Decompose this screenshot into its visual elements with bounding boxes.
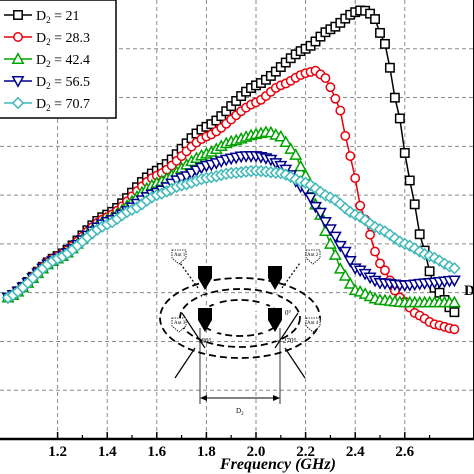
- antenna-label-3: Ant 3: [174, 321, 186, 326]
- angle-label-90: 90°: [202, 309, 212, 317]
- legend-entry-1: D2 = 21: [36, 9, 80, 25]
- legend: D2 = 21 D2 = 28.3 D2 = 42.4 D2 = 56.5 D2 = 7…: [0, 0, 117, 119]
- series-2-point: [375, 258, 385, 269]
- legend-marker-2: [13, 32, 23, 42]
- antenna-3-element: [198, 308, 212, 332]
- series-5-point: [339, 201, 352, 215]
- series-4-point: [333, 240, 347, 253]
- x-tick-label: 1.4: [98, 444, 117, 460]
- series-5-point: [448, 262, 461, 275]
- series-1-point: [394, 113, 405, 124]
- series-2-point: [325, 82, 336, 93]
- x-tick-label: 2.4: [346, 444, 365, 460]
- series-4-point: [304, 192, 318, 205]
- series-3-point: [279, 135, 293, 148]
- antenna-2-element: [268, 266, 282, 290]
- series-2-point: [340, 130, 351, 141]
- legend-marker-1: [13, 10, 23, 20]
- series-3-point: [274, 129, 288, 142]
- antenna-label-1: Ant 1: [174, 253, 186, 258]
- series-1-point: [226, 101, 237, 112]
- x-tick-label: 2.0: [247, 444, 266, 460]
- edge-annotation: D: [464, 283, 474, 299]
- series-3-point: [333, 261, 347, 274]
- series-4-point: [328, 231, 342, 244]
- angle-label-270: 270°: [283, 337, 297, 345]
- angle-label-180: 180°: [198, 337, 212, 345]
- dimension-label: D2: [236, 407, 244, 417]
- series-3-point: [323, 237, 337, 249]
- series-1-point: [449, 307, 460, 318]
- series-1-point: [384, 62, 395, 73]
- legend-entry-3: D2 = 42.4: [36, 53, 90, 69]
- series-5-point: [358, 213, 372, 227]
- series-3-point: [328, 248, 342, 260]
- series-4-point: [318, 216, 332, 229]
- series-2-point: [335, 105, 346, 116]
- series-1-point: [404, 175, 415, 186]
- series-5-point: [304, 178, 317, 192]
- legend-marker-4: [11, 76, 25, 88]
- antenna-array-inset: Ant 1 Ant 2 Ant 3 Ant 4 90° 0° 180° 270°…: [159, 249, 321, 417]
- legend-entry-2: D2 = 28.3: [36, 31, 90, 47]
- series-3-point: [447, 295, 461, 308]
- x-axis-ticks: 1.2 1.4 1.6 1.8 2.0 2.2 2.4 2.6: [48, 432, 431, 460]
- antenna-1-element: [198, 266, 212, 290]
- series-1-point: [375, 27, 385, 38]
- series-2-point: [380, 265, 390, 276]
- series-3-point: [343, 277, 357, 289]
- antenna-label-2: Ant 2: [307, 253, 319, 258]
- series-1-point: [414, 229, 425, 240]
- series-3-point: [294, 159, 308, 172]
- x-tick-label: 1.2: [48, 444, 67, 460]
- series-1-point: [221, 106, 232, 117]
- series-4-point: [338, 246, 352, 259]
- cross-line-b: [201, 294, 279, 342]
- angle-label-0: 0°: [285, 309, 292, 317]
- series-2-point: [350, 173, 361, 184]
- x-tick-label: 1.8: [197, 444, 216, 460]
- series-1-point: [389, 92, 400, 103]
- antenna-label-4: Ant 4: [307, 321, 319, 326]
- series-2-point: [320, 73, 331, 83]
- series-1-point: [399, 148, 410, 158]
- series-4-point: [343, 255, 357, 268]
- legend-entry-4: D2 = 56.5: [36, 75, 90, 91]
- series-2-point: [449, 324, 460, 335]
- series-2-point: [345, 151, 356, 162]
- series-1-point: [409, 199, 420, 210]
- series-2-point: [330, 93, 341, 104]
- series-1-point: [365, 8, 376, 19]
- legend-marker-3: [11, 52, 25, 64]
- legend-marker-5: [11, 96, 25, 110]
- x-tick-label: 2.6: [395, 444, 414, 460]
- series-4-point: [309, 201, 322, 214]
- antenna-4-element: [268, 308, 282, 332]
- x-tick-label: 2.2: [296, 444, 315, 460]
- series-4-point: [314, 207, 327, 220]
- series-layer: [1, 5, 461, 335]
- series-3-point: [289, 148, 303, 160]
- series-1-point: [424, 266, 435, 277]
- series-4-point: [323, 224, 337, 237]
- series-2-point: [355, 200, 366, 211]
- series-3-point: [284, 142, 298, 154]
- x-tick-label: 1.6: [147, 444, 166, 460]
- series-3-point: [338, 269, 352, 281]
- legend-entry-5: D2 = 70.7: [36, 97, 90, 113]
- series-1-point: [380, 38, 390, 49]
- x-axis-label: Frequency (GHz): [219, 456, 336, 473]
- series-2-point: [365, 229, 376, 240]
- series-1-point: [370, 14, 380, 25]
- series-5: [1, 164, 461, 304]
- series-2-point: [370, 246, 380, 257]
- series-4-point: [447, 275, 461, 288]
- series-5-point: [363, 217, 377, 231]
